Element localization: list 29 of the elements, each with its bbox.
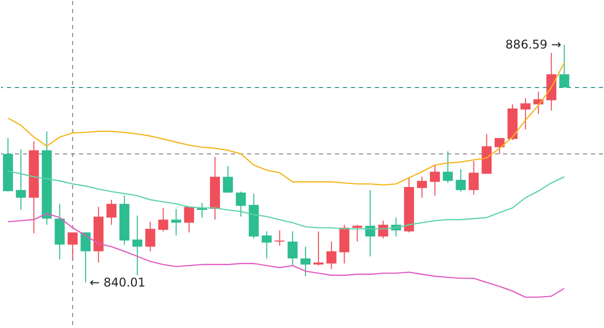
candlestick — [326, 241, 336, 270]
candlestick — [352, 224, 362, 242]
candlestick — [132, 215, 142, 276]
candlestick — [468, 160, 479, 196]
candlestick — [456, 168, 466, 192]
candlestick — [300, 246, 311, 277]
candlestick — [80, 232, 91, 283]
candlestick — [416, 176, 427, 198]
candlestick — [68, 232, 78, 260]
candlestick — [106, 199, 116, 226]
candlestick — [288, 230, 298, 266]
candlestick — [559, 44, 570, 88]
annotation: ← 840.01 — [90, 275, 146, 290]
candlestick — [430, 164, 440, 196]
candlestick — [222, 166, 233, 194]
candlestick — [274, 230, 285, 246]
candlestick — [236, 191, 246, 218]
candlestick — [494, 138, 505, 154]
annotation: 886.59 → — [505, 38, 562, 52]
candlestick — [442, 150, 453, 184]
candlestick — [16, 148, 26, 210]
candlestick — [171, 208, 182, 236]
candlestick — [184, 206, 194, 233]
candlestick — [145, 221, 156, 252]
candlestick — [313, 230, 324, 266]
candlestick — [158, 207, 168, 232]
candlestick — [520, 98, 530, 130]
candlestick — [378, 220, 388, 240]
candlestick — [262, 230, 272, 259]
